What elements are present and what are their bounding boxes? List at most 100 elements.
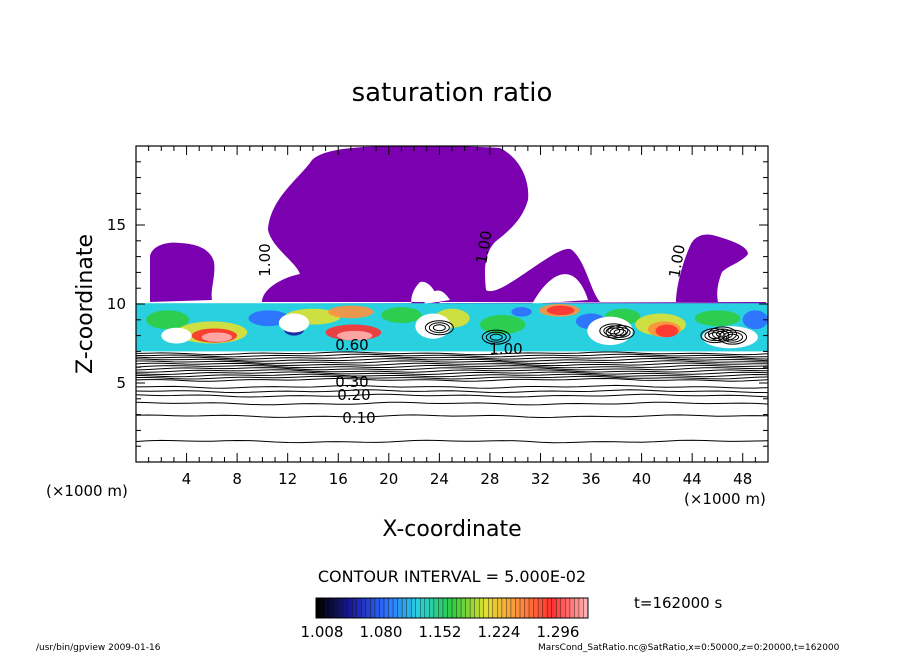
colorbar-cell (497, 598, 502, 618)
colorbar-cell (388, 598, 394, 618)
saturation-band (136, 303, 768, 352)
plot-area (136, 146, 768, 462)
contour-loop (481, 329, 511, 345)
contour-line (136, 439, 768, 444)
colorbar-cell (456, 598, 462, 618)
x-tick-label: 28 (480, 470, 499, 488)
contour-loop (485, 331, 507, 343)
colorbar-tick-label: 1.008 (301, 623, 344, 641)
x-tick-label: 44 (683, 470, 702, 488)
colorbar-cell (402, 598, 407, 618)
y-tick-label: 10 (107, 295, 126, 313)
colorbar-cell (574, 598, 579, 618)
colorbar-cell (501, 598, 507, 618)
colorbar-cell (429, 598, 434, 618)
band-blob (694, 310, 741, 327)
colorbar-cell (433, 598, 439, 618)
contour-line (136, 367, 768, 371)
contour-line (136, 357, 768, 362)
contour-label: 0.30 (335, 373, 368, 391)
contour-line (136, 377, 768, 382)
colorbar-cell (420, 598, 425, 618)
colorbar-cell (379, 598, 384, 618)
colorbar-cell (384, 598, 389, 618)
band-blob (742, 310, 768, 330)
colorbar-cell (343, 598, 348, 618)
contour-line (136, 401, 768, 406)
colorbar-cell (515, 598, 520, 618)
colorbar-cell (529, 598, 534, 618)
colorbar-cell (483, 598, 489, 618)
colorbar-cell (461, 598, 466, 618)
x-tick-label: 36 (581, 470, 600, 488)
contour-line (136, 414, 768, 419)
contour-line (136, 389, 768, 394)
contour-label: 0.10 (342, 409, 375, 427)
colorbar-cell (510, 598, 516, 618)
colorbar-cell (565, 598, 570, 618)
contour-label: 1.00 (665, 243, 689, 279)
contour-label: 0.60 (335, 336, 368, 354)
colorbar-cell (547, 598, 552, 618)
band-blob (546, 305, 575, 316)
band-gap (587, 316, 633, 346)
x-tick-label: 8 (232, 470, 242, 488)
contour-line (136, 351, 768, 356)
contour-labels: 0.10 0.200.30 0.60 1.00 1.00 1.00 1.00 (256, 229, 689, 427)
colorbar-cell (374, 598, 380, 618)
cloud-gap-1 (424, 290, 450, 304)
contour-line (136, 393, 768, 398)
contour-line (136, 353, 768, 358)
contour-loop (726, 333, 740, 341)
contour-line (136, 355, 768, 360)
x-tick-label: 32 (531, 470, 550, 488)
colorbar-cell (356, 598, 362, 618)
x-unit-label-left: (×1000 m) (46, 482, 128, 500)
contour-loop (489, 333, 503, 341)
colorbar-cell (524, 598, 530, 618)
colorbar-cell (338, 598, 344, 618)
x-tick-label: 16 (329, 470, 348, 488)
contour-line (136, 362, 768, 367)
contour-label: 1.00 (256, 243, 274, 276)
colorbar-tick-label: 1.152 (419, 623, 462, 641)
colorbar-cell (538, 598, 543, 618)
colorbar-cell (361, 598, 366, 618)
y-axis-label: Z-coordinate (73, 234, 98, 374)
contour-loop (607, 327, 621, 335)
contour-loop (707, 326, 737, 342)
contour-line (136, 369, 768, 373)
footer-left: /usr/bin/gpview 2009-01-16 (36, 643, 161, 653)
colorbar-tick-label: 1.080 (360, 623, 403, 641)
band-blob (381, 307, 422, 323)
cloud-plume-right (676, 234, 748, 302)
footer-right: MarsCond_SatRatio.nc@SatRatio,x=0:50000,… (538, 643, 840, 653)
contour-loop (609, 326, 631, 338)
x-axis: 4 8 12 16 20 24 28 32 36 40 44 48 (148, 146, 756, 488)
contour-loop (424, 320, 454, 336)
contour-label: 0.20 (337, 386, 370, 404)
colorbar-tick-label: 1.224 (478, 623, 521, 641)
x-tick-label: 24 (430, 470, 449, 488)
x-tick-label: 40 (632, 470, 651, 488)
contour-loop (613, 328, 627, 336)
colorbar-cell (551, 598, 557, 618)
contour-loop (605, 324, 635, 340)
contour-loop (718, 329, 748, 345)
contour-lines (136, 320, 768, 444)
colorbar-cell (479, 598, 484, 618)
colorbar-cell (470, 598, 475, 618)
time-label: t=162000 s (634, 594, 722, 612)
colorbar-cell (447, 598, 452, 618)
y-axis: 5 10 15 (107, 161, 768, 447)
y-tick-label: 15 (107, 216, 126, 234)
band-blob (655, 324, 679, 338)
colorbar-cell (465, 598, 471, 618)
contour-line (136, 384, 768, 389)
colorbar-cell (492, 598, 498, 618)
y-tick-label: 5 (116, 374, 126, 392)
contour-line (136, 373, 768, 378)
colorbar-cell (583, 598, 588, 618)
band-blob (146, 310, 190, 330)
